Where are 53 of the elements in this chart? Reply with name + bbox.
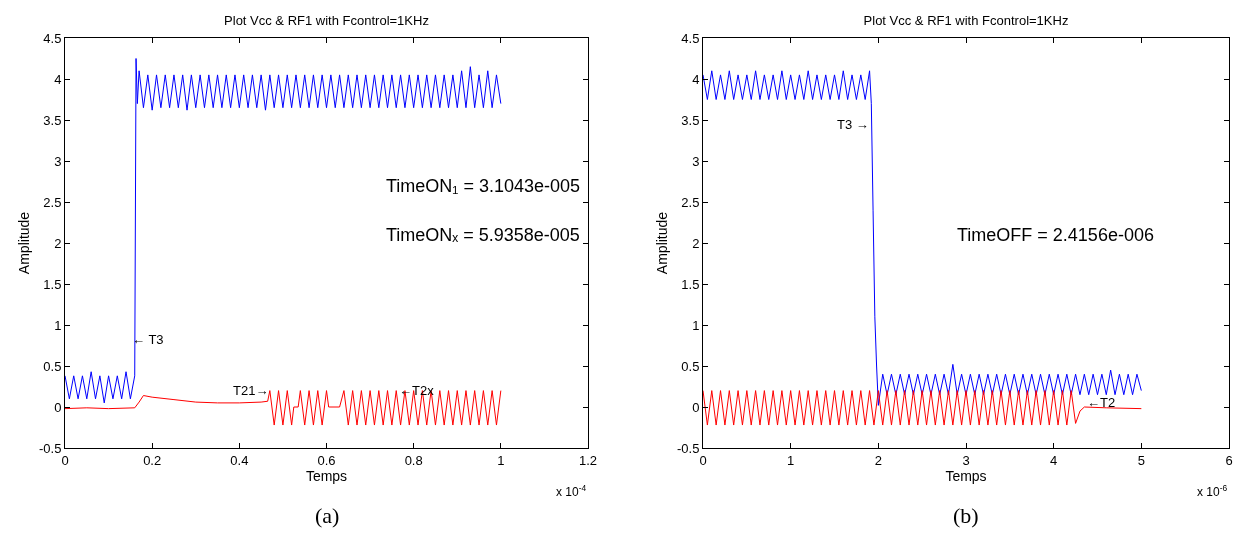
y-tick-label: 0 bbox=[692, 399, 700, 415]
y-tick-label: 4.5 bbox=[43, 30, 62, 46]
y-tick-label: 2.5 bbox=[681, 194, 700, 210]
text: x 10$^{-4}$ bbox=[556, 483, 587, 500]
y-tick-label: 4.5 bbox=[681, 30, 700, 46]
x-tick-label: 5 bbox=[1137, 452, 1145, 468]
x-tick-label: 4 bbox=[1050, 452, 1058, 468]
y-tick-label: 0.5 bbox=[43, 358, 62, 374]
y-tick-label: 2.5 bbox=[43, 194, 62, 210]
x-tick-label: 1 bbox=[497, 452, 505, 468]
annotation: T21→ bbox=[233, 383, 269, 398]
y-tick-label: 2 bbox=[692, 235, 700, 251]
annotation: ←T2 bbox=[1087, 395, 1116, 410]
y-tick-label: 2 bbox=[54, 235, 62, 251]
x-axis-title: Temps bbox=[305, 467, 348, 484]
y-tick-label: 1 bbox=[692, 317, 700, 333]
y-tick-label: 1.5 bbox=[43, 276, 62, 292]
text: (b) bbox=[953, 503, 979, 528]
y-tick-label: 0.5 bbox=[681, 358, 700, 374]
x-tick-label: 0.4 bbox=[230, 452, 249, 468]
annotation: TimeOFF = 2.4156e-006 bbox=[957, 225, 1154, 245]
x-tick-label: 0.8 bbox=[404, 452, 423, 468]
y-tick-label: 3.5 bbox=[43, 112, 62, 128]
y-tick-label: 3 bbox=[692, 153, 700, 169]
y-tick-label: 3.5 bbox=[681, 112, 700, 128]
chart-title: Plot Vcc & RF1 with Fcontrol=1KHz bbox=[863, 12, 1069, 28]
annotation: ← T3 bbox=[132, 332, 164, 347]
annotation: TimeONₓ = 5.9358e-005 bbox=[386, 225, 580, 245]
x-tick-label: 3 bbox=[962, 452, 970, 468]
annotation: ←T2x bbox=[399, 383, 435, 398]
y-tick-label: 1.5 bbox=[681, 276, 700, 292]
x-tick-label: 6 bbox=[1225, 452, 1233, 468]
y-tick-label: 3 bbox=[54, 153, 62, 169]
y-tick-label: 1 bbox=[54, 317, 62, 333]
y-axis-title: Amplitude bbox=[15, 211, 32, 275]
y-tick-label: 0 bbox=[54, 399, 62, 415]
y-tick-label: 4 bbox=[54, 71, 62, 87]
y-tick-label: -0.5 bbox=[676, 440, 700, 456]
line-series bbox=[703, 390, 1142, 426]
annotation: TimeON₁ = 3.1043e-005 bbox=[386, 176, 581, 196]
text: (a) bbox=[315, 503, 340, 528]
y-tick-label: 4 bbox=[692, 71, 700, 87]
x-tick-label: 1.2 bbox=[578, 452, 598, 468]
x-axis-title: Temps bbox=[945, 467, 987, 484]
annotation: T3 → bbox=[837, 117, 869, 132]
x-tick-label: 1 bbox=[787, 452, 795, 468]
chart-title: Plot Vcc & RF1 with Fcontrol=1KHz bbox=[224, 12, 429, 28]
y-axis-title: Amplitude bbox=[653, 211, 670, 275]
x-tick-label: 2 bbox=[874, 452, 882, 468]
text: x 10$^{-6}$ bbox=[1197, 483, 1228, 500]
x-tick-label: 0.2 bbox=[143, 452, 162, 468]
y-tick-label: -0.5 bbox=[38, 440, 62, 456]
x-tick-label: 0.6 bbox=[317, 452, 336, 468]
